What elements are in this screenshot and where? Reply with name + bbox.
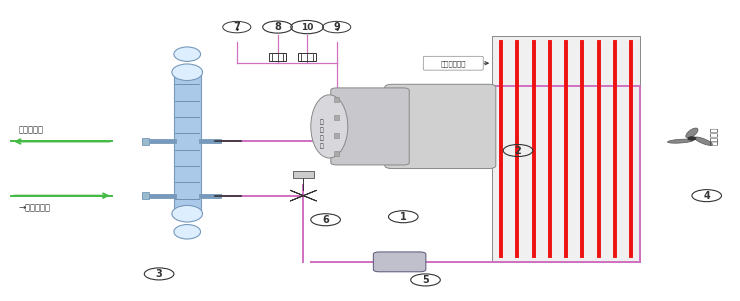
Bar: [334, 115, 339, 120]
Bar: [334, 151, 339, 156]
Ellipse shape: [385, 98, 407, 155]
Text: 风向流动: 风向流动: [710, 126, 719, 145]
Polygon shape: [290, 190, 317, 201]
Text: 2: 2: [514, 145, 522, 156]
Text: 7: 7: [233, 22, 240, 32]
Text: 载冷剂出口: 载冷剂出口: [18, 125, 44, 134]
Ellipse shape: [311, 95, 348, 158]
FancyBboxPatch shape: [385, 84, 496, 169]
Ellipse shape: [172, 205, 203, 222]
Text: 10: 10: [301, 23, 313, 32]
Bar: [174, 72, 201, 214]
FancyBboxPatch shape: [423, 56, 483, 70]
Text: 4: 4: [703, 191, 710, 201]
Bar: [293, 171, 314, 178]
Ellipse shape: [694, 137, 713, 145]
Text: 高压排气流向: 高压排气流向: [440, 60, 466, 67]
Text: 3: 3: [155, 269, 163, 279]
Polygon shape: [290, 190, 317, 201]
FancyBboxPatch shape: [331, 88, 409, 165]
Bar: [334, 133, 339, 138]
Text: 8: 8: [274, 22, 281, 32]
Bar: [334, 97, 339, 102]
FancyBboxPatch shape: [374, 252, 426, 272]
Ellipse shape: [174, 47, 201, 61]
Text: 9: 9: [333, 22, 340, 32]
Ellipse shape: [172, 64, 203, 81]
Ellipse shape: [667, 139, 693, 143]
Ellipse shape: [686, 128, 698, 138]
Bar: [269, 53, 286, 61]
Bar: [142, 192, 149, 199]
Circle shape: [688, 137, 696, 140]
Text: 低
压
吸
气: 低 压 吸 气: [320, 119, 324, 149]
Bar: [298, 53, 316, 61]
Text: 5: 5: [422, 275, 429, 285]
Text: 1: 1: [400, 212, 407, 222]
Text: 6: 6: [322, 215, 329, 225]
Ellipse shape: [174, 225, 201, 239]
Bar: [142, 138, 149, 145]
Text: →载冷剂流入: →载冷剂流入: [18, 203, 50, 212]
Bar: [492, 36, 640, 262]
